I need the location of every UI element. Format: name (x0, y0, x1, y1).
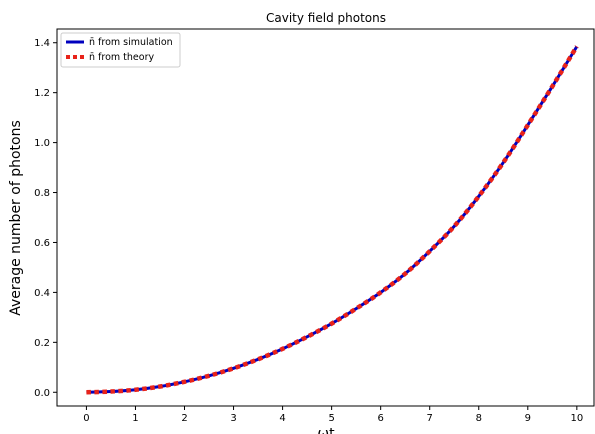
x-tick-label: 4 (279, 413, 285, 424)
x-axis-ticks: 0 1 2 3 4 5 6 7 8 9 10 (83, 406, 583, 424)
series-line-theory (86, 45, 579, 395)
series-line-simulation (86, 45, 579, 394)
x-tick-label: 7 (427, 413, 433, 424)
x-tick-label: 2 (181, 413, 187, 424)
series-layer (86, 45, 579, 395)
chart-title: Cavity field photons (266, 11, 386, 25)
y-axis-label: Average number of photons (8, 120, 24, 316)
legend: n̄ from simulation n̄ from theory (60, 32, 181, 68)
x-tick-label: 0 (83, 413, 89, 424)
y-tick-label: 0.0 (34, 388, 50, 399)
y-tick-label: 1.4 (34, 38, 50, 49)
y-tick-label: 1.0 (34, 138, 50, 149)
x-tick-label: 3 (230, 413, 236, 424)
x-tick-label: 1 (132, 413, 138, 424)
y-tick-label: 0.2 (34, 338, 50, 349)
y-tick-label: 0.6 (34, 238, 50, 249)
x-tick-label: 8 (476, 413, 482, 424)
legend-label-theory: n̄ from theory (89, 52, 154, 63)
x-tick-label: 6 (377, 413, 383, 424)
x-tick-label: 10 (570, 413, 583, 424)
y-axis-ticks: 0.0 0.2 0.4 0.6 0.8 1.0 1.2 1.4 (34, 38, 57, 399)
x-tick-label: 5 (328, 413, 334, 424)
plot-area (56, 28, 595, 407)
x-axis-label: ωt (317, 426, 335, 434)
y-tick-label: 0.4 (34, 288, 50, 299)
y-tick-label: 1.2 (34, 88, 50, 99)
y-tick-label: 0.8 (34, 188, 50, 199)
x-tick-label: 9 (525, 413, 531, 424)
legend-box (60, 32, 181, 68)
legend-label-simulation: n̄ from simulation (89, 37, 173, 48)
